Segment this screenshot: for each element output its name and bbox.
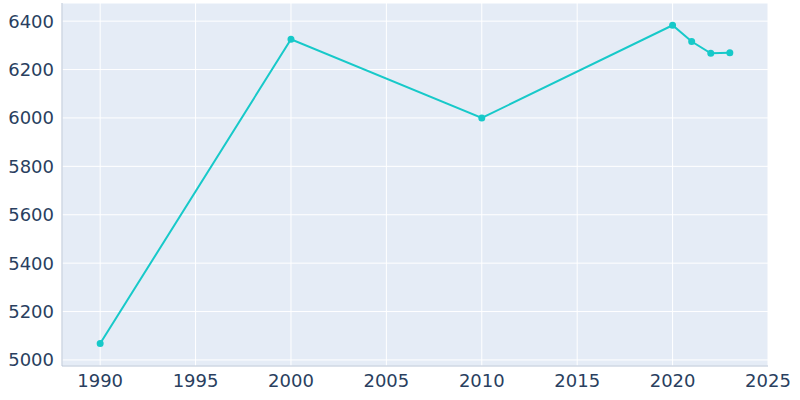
svg-text:1990: 1990 xyxy=(77,370,123,391)
svg-text:5400: 5400 xyxy=(8,253,54,274)
svg-text:1995: 1995 xyxy=(173,370,219,391)
svg-text:2010: 2010 xyxy=(459,370,505,391)
svg-text:2000: 2000 xyxy=(268,370,314,391)
svg-text:2005: 2005 xyxy=(363,370,409,391)
svg-text:5600: 5600 xyxy=(8,204,54,225)
svg-text:2025: 2025 xyxy=(745,370,791,391)
svg-text:6000: 6000 xyxy=(8,107,54,128)
svg-text:2015: 2015 xyxy=(554,370,600,391)
svg-text:5000: 5000 xyxy=(8,349,54,370)
svg-text:5200: 5200 xyxy=(8,301,54,322)
svg-text:6400: 6400 xyxy=(8,11,54,32)
svg-text:6200: 6200 xyxy=(8,59,54,80)
svg-text:2020: 2020 xyxy=(650,370,696,391)
svg-text:5800: 5800 xyxy=(8,156,54,177)
